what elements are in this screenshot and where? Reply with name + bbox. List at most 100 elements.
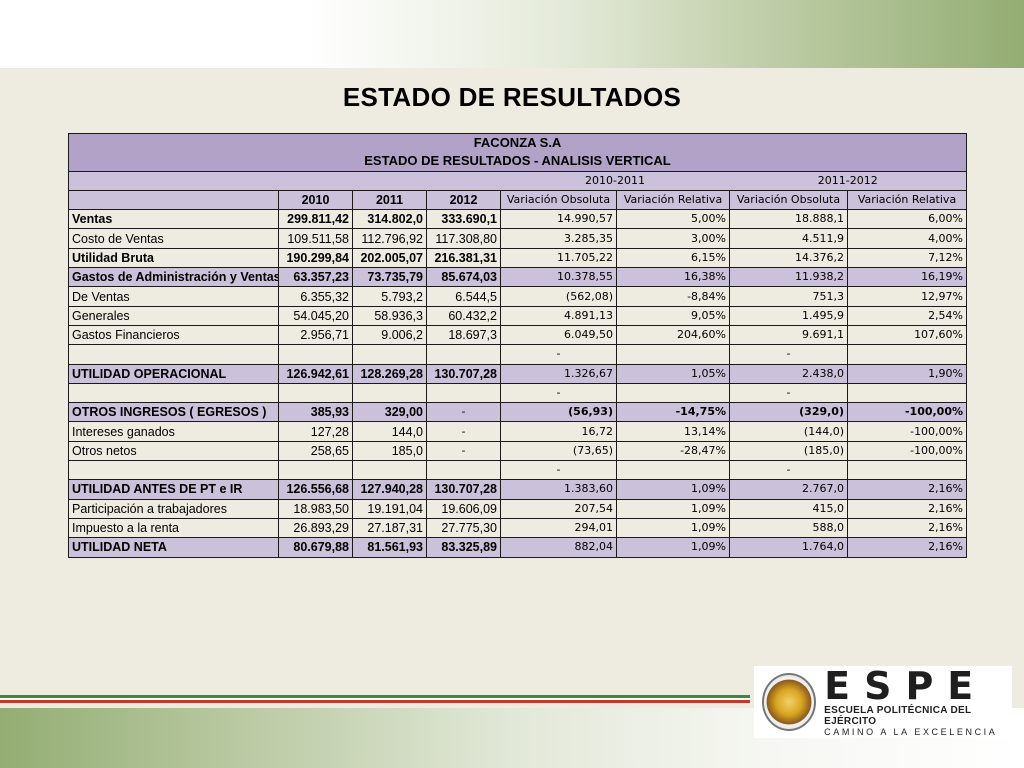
value-2010 [278,382,353,404]
var-rel-2010-2011: -28,47% [616,440,730,462]
value-2010: 18.983,50 [278,498,353,519]
logo-line1: ESCUELA POLITÉCNICA DEL EJÉRCITO [824,705,972,727]
value-2011: 58.936,3 [352,305,427,326]
var-abs-2011-2012: 2.767,0 [729,479,848,500]
value-2012: - [426,402,501,423]
row-label: De Ventas [68,286,279,307]
col-2012: 2012 [426,189,501,211]
value-2010: 299.811,42 [278,209,353,230]
value-2010: 126.942,61 [278,363,353,384]
value-2010: 26.893,29 [278,517,353,539]
value-2012: - [426,440,501,462]
value-2010: 190.299,84 [278,247,353,269]
row-label: Otros netos [68,440,279,462]
value-2011: 128.269,28 [352,363,427,384]
var-abs-2011-2012: 588,0 [729,517,848,539]
var-rel-2011-2012: 6,00% [846,209,968,230]
row-label: OTROS INGRESOS ( EGRESOS ) [68,402,279,423]
var-abs-2010-2011: 207,54 [500,498,617,519]
var-abs-2011-2012: 1.495,9 [729,305,848,326]
table-row: Utilidad Bruta 190.299,84 202.005,07 216.38… [68,247,968,269]
var-abs-2010-2011: 16,72 [500,421,617,442]
value-2012: 18.697,3 [426,324,501,346]
period-2011-2012: 2011-2012 [729,170,968,191]
value-2010: 126.556,68 [278,479,353,500]
var-abs-2010-2011: - [500,382,617,404]
row-label: UTILIDAD NETA [68,537,279,558]
var-abs-2010-2011: 1.383,60 [500,479,617,500]
var-abs-2011-2012: - [729,382,848,404]
report-title: ESTADO DE RESULTADOS - ANALISIS VERTICAL [67,152,968,172]
value-2011: 19.191,04 [352,498,427,519]
row-label: Impuesto a la renta [68,517,279,539]
value-2011: 73.735,79 [352,267,427,288]
col-var-abs-1: Variación Obsoluta [500,189,617,211]
row-label: Participación a trabajadores [68,498,279,519]
slide-title: ESTADO DE RESULTADOS [342,82,682,112]
var-abs-2010-2011: 14.990,57 [500,209,617,230]
value-2011: 112.796,92 [352,228,427,249]
row-label: Gastos Financieros [68,324,279,346]
value-2010: 258,65 [278,440,353,462]
var-abs-2011-2012: 9.691,1 [729,324,848,346]
value-2012: 83.325,89 [426,537,501,558]
var-abs-2010-2011: 294,01 [500,517,617,539]
logo-line2: CAMINO A LA EXCELENCIA [824,727,998,737]
var-abs-2011-2012: 751,3 [729,286,848,307]
var-rel-2010-2011: -8,84% [616,286,730,307]
var-rel-2010-2011: 204,60% [616,324,730,346]
value-2012: 85.674,03 [426,267,501,288]
espe-logo: ESPE ESCUELA POLITÉCNICA DEL EJÉRCITO CA… [754,666,1012,738]
value-2012: 27.775,30 [426,517,501,539]
value-2010: 127,28 [278,421,353,442]
var-rel-2011-2012: 16,19% [846,267,968,288]
table-row: Intereses ganados 127,28 144,0-16,72 13,14%… [68,421,968,442]
value-2010: 63.357,23 [278,267,353,288]
value-2012: 216.381,31 [426,247,501,269]
table-row: OTROS INGRESOS ( EGRESOS ) 385,93 329,00-(… [68,402,968,423]
value-2011: 9.006,2 [352,324,427,346]
var-abs-2010-2011: 3.285,35 [500,228,617,249]
col-2011: 2011 [352,189,427,211]
var-abs-2011-2012: - [729,460,848,481]
label-header [68,189,279,211]
var-rel-2010-2011: -14,75% [616,402,730,423]
row-label: Utilidad Bruta [68,247,279,269]
var-rel-2011-2012: -100,00% [846,421,968,442]
var-rel-2011-2012: 2,16% [846,517,968,539]
var-abs-2011-2012: 1.764,0 [729,537,848,558]
value-2011 [352,344,427,365]
value-2012: 333.690,1 [426,209,501,230]
table-row: Impuesto a la renta 26.893,29 27.187,31 27.… [68,517,968,539]
value-2011: 81.561,93 [352,537,427,558]
var-rel-2011-2012: 1,90% [846,363,968,384]
var-rel-2011-2012: 4,00% [846,228,968,249]
col-var-rel-2: Variación Relativa [846,189,968,211]
value-2010: 80.679,88 [278,537,353,558]
var-rel-2011-2012 [846,382,968,404]
value-2011: 314.802,0 [352,209,427,230]
var-rel-2010-2011 [616,382,730,404]
row-label: Gastos de Administración y Ventas [68,267,279,288]
value-2010: 54.045,20 [278,305,353,326]
value-2011: 144,0 [352,421,427,442]
col-var-rel-1: Variación Relativa [616,189,730,211]
var-abs-2010-2011: 11.705,22 [500,247,617,269]
value-2012: 6.544,5 [426,286,501,307]
table-row: Participación a trabajadores 18.983,50 19.… [68,498,968,519]
var-rel-2011-2012: 2,16% [846,479,968,500]
value-2011: 27.187,31 [352,517,427,539]
value-2010 [278,344,353,365]
value-2011 [352,382,427,404]
table-row: De Ventas 6.355,32 5.793,2 6.544,5 (562,08) -… [68,286,968,307]
var-rel-2010-2011: 1,05% [616,363,730,384]
var-rel-2011-2012: -100,00% [846,402,968,423]
var-rel-2011-2012: 2,54% [846,305,968,326]
var-abs-2010-2011: 1.326,67 [500,363,617,384]
var-abs-2011-2012: 2.438,0 [729,363,848,384]
var-rel-2011-2012 [846,460,968,481]
value-2011 [352,460,427,481]
top-decorative-band [0,0,1024,68]
row-label [68,382,279,404]
period-spacer [68,170,501,191]
